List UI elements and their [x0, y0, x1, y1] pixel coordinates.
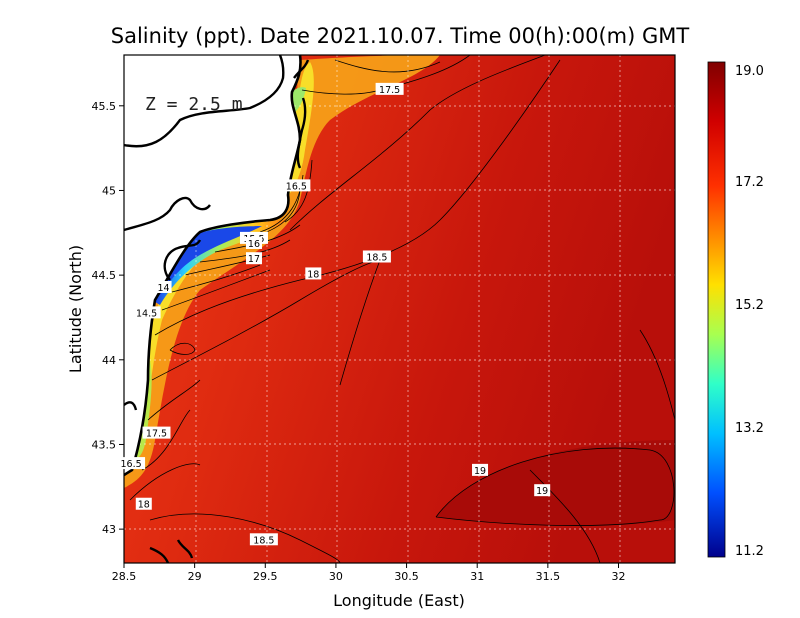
x-tick-label: 31.5 [536, 570, 561, 583]
colorbar-tick-label: 13.2 [735, 421, 764, 436]
x-tick-label: 30 [329, 570, 343, 583]
contour-label: 14 [158, 283, 170, 294]
contour-label-box [245, 236, 262, 249]
contour-label-box [142, 426, 171, 439]
land-borders [124, 55, 310, 563]
y-tick-label: 43 [102, 523, 116, 536]
plot-frame [123, 54, 676, 564]
x-axis-label: Longitude (East) [333, 591, 465, 610]
contour-label: 17.5 [379, 85, 400, 96]
contour-label-box [249, 533, 278, 546]
chart-title: Salinity (ppt). Date 2021.10.07. Time 00… [111, 24, 690, 48]
colorbar-tick-label: 17.2 [735, 175, 764, 190]
contour-label-box [282, 179, 311, 192]
contour-label-box [117, 457, 146, 470]
land-mass [124, 55, 301, 475]
coastline [124, 55, 302, 477]
contour-label: 16 [248, 239, 260, 250]
colorbar-tick-label: 19.0 [735, 64, 764, 79]
y-axis-ticks: 43 43.5 44 44.5 45 45.5 [92, 100, 124, 536]
contour-label-box [155, 280, 172, 293]
contour-label-box [362, 250, 391, 263]
y-axis-label: Latitude (North) [66, 245, 85, 373]
colorbar-ticks: 19.0 17.2 15.2 13.2 11.2 [735, 64, 764, 559]
contour-labels: 17.516.515.516171818.51414.517.516.51818… [117, 82, 551, 546]
y-tick-label: 44 [102, 354, 116, 367]
contour-label: 14.5 [136, 308, 157, 319]
contour-label-box [305, 267, 322, 280]
contour-label: 17 [248, 254, 260, 265]
contour-label: 16.5 [120, 459, 141, 470]
colorbar [707, 61, 726, 558]
depth-label: Z = 2.5 m [145, 94, 243, 115]
x-tick-label: 32 [611, 570, 625, 583]
contour-label-box [534, 484, 551, 497]
x-axis-ticks: 28.5 29 29.5 30 30.5 31 31.5 32 [112, 563, 625, 583]
contour-label: 16.5 [286, 181, 307, 192]
contour-label-box [245, 252, 262, 265]
contour-label-box [135, 497, 152, 510]
contour-label: 17.5 [146, 429, 167, 440]
contour-label: 18 [138, 500, 150, 511]
contour-label-box [472, 463, 489, 476]
colorbar-tick-label: 15.2 [735, 298, 764, 313]
contour-label-box [132, 306, 161, 319]
high-salinity-patch [436, 440, 675, 526]
contour-label: 18.5 [253, 535, 274, 546]
y-tick-label: 44.5 [92, 269, 117, 282]
plot-area [124, 55, 675, 563]
x-tick-label: 28.5 [112, 570, 137, 583]
contour-label-box [375, 82, 404, 95]
x-tick-label: 31 [470, 570, 484, 583]
contour-label: 18 [307, 269, 319, 280]
y-tick-label: 45.5 [92, 100, 117, 113]
x-tick-label: 29.5 [253, 570, 278, 583]
contour-label: 18.5 [366, 253, 387, 264]
y-tick-label: 43.5 [92, 438, 117, 451]
y-tick-label: 45 [102, 184, 116, 197]
x-tick-label: 29 [188, 570, 202, 583]
colorbar-tick-label: 11.2 [735, 544, 764, 559]
contour-label: 19 [536, 486, 548, 497]
contour-label: 19 [474, 466, 486, 477]
x-tick-label: 30.5 [394, 570, 419, 583]
